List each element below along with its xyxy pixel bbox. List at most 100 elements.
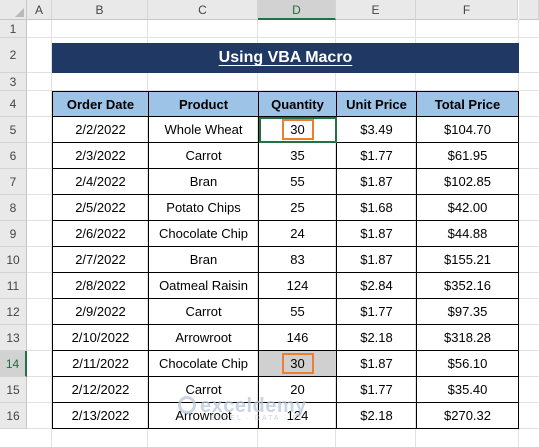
row-header-15[interactable]: 15	[0, 377, 27, 403]
column-header-f[interactable]: F	[416, 0, 518, 20]
header-product[interactable]: Product	[148, 91, 259, 117]
order-date-cell[interactable]: 2/13/2022	[52, 402, 149, 429]
order-date-cell[interactable]: 2/6/2022	[52, 220, 149, 247]
row-header-11[interactable]: 11	[0, 273, 27, 299]
total-price-cell[interactable]: $270.32	[416, 402, 519, 429]
total-price-cell[interactable]: $155.21	[416, 246, 519, 273]
product-cell[interactable]: Bran	[148, 168, 259, 195]
sheet-title[interactable]: Using VBA Macro	[52, 43, 519, 73]
gridline	[27, 37, 539, 38]
order-date-cell[interactable]: 2/10/2022	[52, 324, 149, 351]
unit-price-cell[interactable]: $1.68	[336, 194, 417, 221]
gridline	[27, 90, 539, 91]
unit-price-cell[interactable]: $1.87	[336, 350, 417, 377]
column-header-next[interactable]	[519, 0, 539, 20]
row-header-4[interactable]: 4	[0, 91, 27, 117]
product-cell[interactable]: Arrowroot	[148, 402, 259, 429]
order-date-cell[interactable]: 2/7/2022	[52, 246, 149, 273]
table-row: 2/2/2022 Whole Wheat 30 $3.49 $104.70	[52, 116, 519, 143]
row-header-1[interactable]: 1	[0, 20, 27, 38]
table-row: 2/7/2022 Bran 83 $1.87 $155.21	[52, 246, 519, 273]
total-price-cell[interactable]: $44.88	[416, 220, 519, 247]
unit-price-cell[interactable]: $1.87	[336, 246, 417, 273]
row-header-10[interactable]: 10	[0, 247, 27, 273]
row-header-16[interactable]: 16	[0, 403, 27, 429]
header-quantity[interactable]: Quantity	[258, 91, 337, 117]
row-header-2[interactable]: 2	[0, 38, 27, 73]
product-cell[interactable]: Bran	[148, 246, 259, 273]
header-order-date[interactable]: Order Date	[52, 91, 149, 117]
quantity-cell[interactable]: 124	[258, 272, 337, 299]
orders-table: Order Date Product Quantity Unit Price T…	[52, 91, 519, 429]
order-date-cell[interactable]: 2/9/2022	[52, 298, 149, 325]
column-header-c[interactable]: C	[148, 0, 258, 20]
order-date-cell[interactable]: 2/5/2022	[52, 194, 149, 221]
order-date-cell[interactable]: 2/8/2022	[52, 272, 149, 299]
product-cell[interactable]: Potato Chips	[148, 194, 259, 221]
total-price-cell[interactable]: $318.28	[416, 324, 519, 351]
total-price-cell[interactable]: $352.16	[416, 272, 519, 299]
product-cell[interactable]: Chocolate Chip	[148, 350, 259, 377]
product-cell[interactable]: Chocolate Chip	[148, 220, 259, 247]
quantity-cell[interactable]: 83	[258, 246, 337, 273]
total-price-cell[interactable]: $42.00	[416, 194, 519, 221]
total-price-cell[interactable]: $104.70	[416, 116, 519, 143]
header-unit-price[interactable]: Unit Price	[336, 91, 417, 117]
column-header-b[interactable]: B	[52, 0, 148, 20]
unit-price-cell[interactable]: $1.77	[336, 298, 417, 325]
unit-price-cell[interactable]: $2.18	[336, 402, 417, 429]
unit-price-cell[interactable]: $1.77	[336, 376, 417, 403]
quantity-cell[interactable]: 146	[258, 324, 337, 351]
quantity-cell[interactable]: 25	[258, 194, 337, 221]
table-row: 2/10/2022 Arrowroot 146 $2.18 $318.28	[52, 324, 519, 351]
unit-price-cell[interactable]: $1.87	[336, 220, 417, 247]
header-total-price[interactable]: Total Price	[416, 91, 519, 117]
unit-price-cell[interactable]: $1.77	[336, 142, 417, 169]
total-price-cell[interactable]: $35.40	[416, 376, 519, 403]
order-date-cell[interactable]: 2/2/2022	[52, 116, 149, 143]
select-all-corner[interactable]	[0, 0, 27, 20]
unit-price-cell[interactable]: $3.49	[336, 116, 417, 143]
product-cell[interactable]: Carrot	[148, 298, 259, 325]
total-price-cell[interactable]: $97.35	[416, 298, 519, 325]
product-cell[interactable]: Carrot	[148, 142, 259, 169]
column-header-a[interactable]: A	[27, 0, 52, 20]
row-header-7[interactable]: 7	[0, 169, 27, 195]
row-header-14[interactable]: 14	[0, 351, 27, 377]
row-header-3[interactable]: 3	[0, 73, 27, 91]
product-cell[interactable]: Whole Wheat	[148, 116, 259, 143]
quantity-cell[interactable]: 20	[258, 376, 337, 403]
table-row: 2/6/2022 Chocolate Chip 24 $1.87 $44.88	[52, 220, 519, 247]
quantity-cell[interactable]: 30	[258, 350, 337, 377]
table-row: 2/8/2022 Oatmeal Raisin 124 $2.84 $352.16	[52, 272, 519, 299]
row-header-6[interactable]: 6	[0, 143, 27, 169]
total-price-cell[interactable]: $102.85	[416, 168, 519, 195]
row-header-12[interactable]: 12	[0, 299, 27, 325]
row-header-5[interactable]: 5	[0, 117, 27, 143]
product-cell[interactable]: Arrowroot	[148, 324, 259, 351]
order-date-cell[interactable]: 2/4/2022	[52, 168, 149, 195]
product-cell[interactable]: Oatmeal Raisin	[148, 272, 259, 299]
row-header-8[interactable]: 8	[0, 195, 27, 221]
quantity-cell[interactable]: 35	[258, 142, 337, 169]
total-price-cell[interactable]: $61.95	[416, 142, 519, 169]
quantity-cell[interactable]: 30	[258, 116, 337, 143]
row-header-13[interactable]: 13	[0, 325, 27, 351]
quantity-cell[interactable]: 55	[258, 298, 337, 325]
order-date-cell[interactable]: 2/11/2022	[52, 350, 149, 377]
gridline	[27, 428, 539, 429]
column-header-e[interactable]: E	[336, 0, 416, 20]
quantity-cell[interactable]: 124	[258, 402, 337, 429]
order-date-cell[interactable]: 2/3/2022	[52, 142, 149, 169]
unit-price-cell[interactable]: $1.87	[336, 168, 417, 195]
unit-price-cell[interactable]: $2.18	[336, 324, 417, 351]
row-header-9[interactable]: 9	[0, 221, 27, 247]
column-header-d[interactable]: D	[258, 0, 336, 20]
total-price-cell[interactable]: $56.10	[416, 350, 519, 377]
unit-price-cell[interactable]: $2.84	[336, 272, 417, 299]
table-header-row: Order Date Product Quantity Unit Price T…	[52, 91, 519, 117]
order-date-cell[interactable]: 2/12/2022	[52, 376, 149, 403]
quantity-cell[interactable]: 55	[258, 168, 337, 195]
quantity-cell[interactable]: 24	[258, 220, 337, 247]
